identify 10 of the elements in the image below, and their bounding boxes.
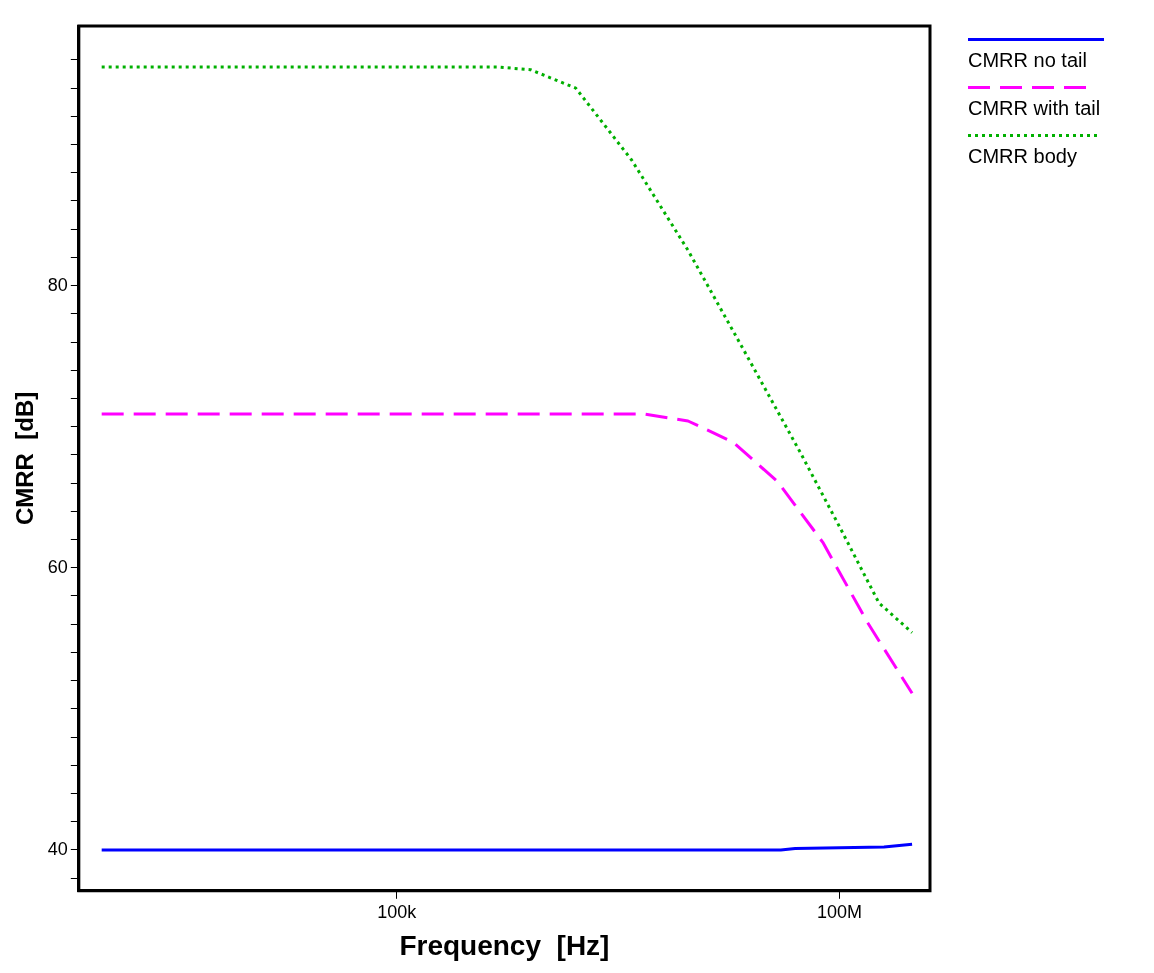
- legend-label: CMRR with tail: [968, 97, 1101, 120]
- y-axis-title: CMRR [dB]: [11, 391, 39, 526]
- x-tick-label: 100k: [377, 901, 418, 922]
- y-tick-label: 40: [47, 838, 68, 859]
- x-tick-label: 100M: [817, 901, 863, 922]
- y-tick-label: 60: [47, 556, 68, 577]
- legend-label: CMRR no tail: [968, 49, 1087, 72]
- y-tick-label: 80: [47, 274, 68, 295]
- x-axis-title: Frequency [Hz]: [399, 929, 610, 961]
- legend-label: CMRR body: [968, 145, 1077, 168]
